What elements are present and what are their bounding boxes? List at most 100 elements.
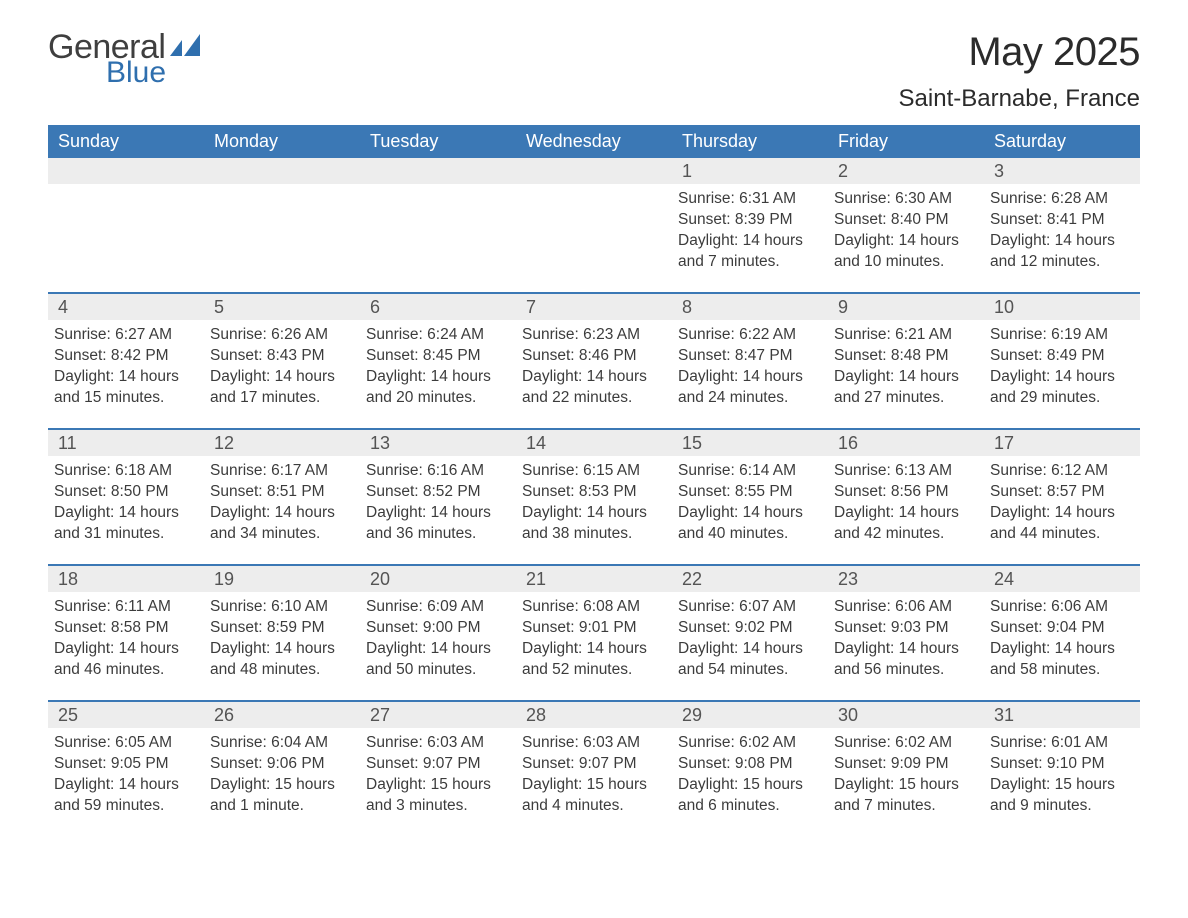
dow-cell: Saturday: [984, 125, 1140, 158]
daylight-line: Daylight: 14 hours and 20 minutes.: [366, 366, 510, 408]
brand-mark-icon: [170, 34, 204, 63]
sunset-line: Sunset: 8:41 PM: [990, 209, 1134, 230]
sunset-line: Sunset: 8:49 PM: [990, 345, 1134, 366]
day-cell: 29Sunrise: 6:02 AMSunset: 9:08 PMDayligh…: [672, 702, 828, 816]
daylight-line: Daylight: 15 hours and 6 minutes.: [678, 774, 822, 816]
day-cell: [360, 158, 516, 272]
day-number: 6: [360, 294, 516, 320]
daylight-line: Daylight: 14 hours and 15 minutes.: [54, 366, 198, 408]
daylight-line: Daylight: 14 hours and 48 minutes.: [210, 638, 354, 680]
day-content: Sunrise: 6:28 AMSunset: 8:41 PMDaylight:…: [984, 184, 1140, 272]
day-cell: 12Sunrise: 6:17 AMSunset: 8:51 PMDayligh…: [204, 430, 360, 544]
day-cell: 5Sunrise: 6:26 AMSunset: 8:43 PMDaylight…: [204, 294, 360, 408]
sunrise-line: Sunrise: 6:03 AM: [522, 732, 666, 753]
day-cell: 6 Sunrise: 6:24 AMSunset: 8:45 PMDaylight…: [360, 294, 516, 408]
day-content: Sunrise: 6:07 AMSunset: 9:02 PMDaylight:…: [672, 592, 828, 680]
sunrise-line: Sunrise: 6:05 AM: [54, 732, 198, 753]
daylight-line: Daylight: 14 hours and 56 minutes.: [834, 638, 978, 680]
daylight-line: Daylight: 15 hours and 7 minutes.: [834, 774, 978, 816]
day-number: 24: [984, 566, 1140, 592]
sunset-line: Sunset: 8:43 PM: [210, 345, 354, 366]
day-number: 31: [984, 702, 1140, 728]
brand-word2: Blue: [106, 58, 166, 88]
sunset-line: Sunset: 9:01 PM: [522, 617, 666, 638]
daylight-line: Daylight: 14 hours and 27 minutes.: [834, 366, 978, 408]
day-number: 28: [516, 702, 672, 728]
location-subtitle: Saint-Barnabe, France: [899, 85, 1140, 113]
dow-cell: Thursday: [672, 125, 828, 158]
day-number: 3: [984, 158, 1140, 184]
day-content: Sunrise: 6:05 AMSunset: 9:05 PMDaylight:…: [48, 728, 204, 816]
day-cell: 26Sunrise: 6:04 AMSunset: 9:06 PMDayligh…: [204, 702, 360, 816]
day-content: Sunrise: 6:16 AMSunset: 8:52 PMDaylight:…: [360, 456, 516, 544]
day-content: Sunrise: 6:17 AMSunset: 8:51 PMDaylight:…: [204, 456, 360, 544]
daylight-line: Daylight: 15 hours and 1 minute.: [210, 774, 354, 816]
header: General Blue May 2025 Saint-Barnabe, Fra…: [48, 30, 1140, 113]
day-number: 17: [984, 430, 1140, 456]
day-number: 19: [204, 566, 360, 592]
sunrise-line: Sunrise: 6:19 AM: [990, 324, 1134, 345]
sunset-line: Sunset: 8:45 PM: [366, 345, 510, 366]
sunset-line: Sunset: 9:08 PM: [678, 753, 822, 774]
sunset-line: Sunset: 8:51 PM: [210, 481, 354, 502]
sunrise-line: Sunrise: 6:24 AM: [366, 324, 510, 345]
sunset-line: Sunset: 8:46 PM: [522, 345, 666, 366]
day-content: Sunrise: 6:23 AMSunset: 8:46 PMDaylight:…: [516, 320, 672, 408]
day-number: 1: [672, 158, 828, 184]
sunset-line: Sunset: 9:06 PM: [210, 753, 354, 774]
day-number-empty: [360, 158, 516, 184]
day-number-empty: [204, 158, 360, 184]
day-cell: 18Sunrise: 6:11 AMSunset: 8:58 PMDayligh…: [48, 566, 204, 680]
sunset-line: Sunset: 8:56 PM: [834, 481, 978, 502]
day-cell: 24Sunrise: 6:06 AMSunset: 9:04 PMDayligh…: [984, 566, 1140, 680]
daylight-line: Daylight: 14 hours and 36 minutes.: [366, 502, 510, 544]
day-content: Sunrise: 6:04 AMSunset: 9:06 PMDaylight:…: [204, 728, 360, 816]
day-cell: [516, 158, 672, 272]
day-number: 8: [672, 294, 828, 320]
day-number: 12: [204, 430, 360, 456]
daylight-line: Daylight: 15 hours and 4 minutes.: [522, 774, 666, 816]
daylight-line: Daylight: 14 hours and 59 minutes.: [54, 774, 198, 816]
sunrise-line: Sunrise: 6:26 AM: [210, 324, 354, 345]
sunset-line: Sunset: 9:07 PM: [522, 753, 666, 774]
daylight-line: Daylight: 14 hours and 54 minutes.: [678, 638, 822, 680]
day-content: Sunrise: 6:13 AMSunset: 8:56 PMDaylight:…: [828, 456, 984, 544]
day-content: Sunrise: 6:12 AMSunset: 8:57 PMDaylight:…: [984, 456, 1140, 544]
day-cell: 16Sunrise: 6:13 AMSunset: 8:56 PMDayligh…: [828, 430, 984, 544]
sunrise-line: Sunrise: 6:01 AM: [990, 732, 1134, 753]
daylight-line: Daylight: 14 hours and 24 minutes.: [678, 366, 822, 408]
daylight-line: Daylight: 14 hours and 46 minutes.: [54, 638, 198, 680]
sunrise-line: Sunrise: 6:14 AM: [678, 460, 822, 481]
day-content: Sunrise: 6:19 AMSunset: 8:49 PMDaylight:…: [984, 320, 1140, 408]
sunrise-line: Sunrise: 6:23 AM: [522, 324, 666, 345]
daylight-line: Daylight: 14 hours and 42 minutes.: [834, 502, 978, 544]
day-content: Sunrise: 6:15 AMSunset: 8:53 PMDaylight:…: [516, 456, 672, 544]
sunset-line: Sunset: 9:07 PM: [366, 753, 510, 774]
day-content: Sunrise: 6:06 AMSunset: 9:03 PMDaylight:…: [828, 592, 984, 680]
daylight-line: Daylight: 14 hours and 40 minutes.: [678, 502, 822, 544]
day-cell: 1Sunrise: 6:31 AMSunset: 8:39 PMDaylight…: [672, 158, 828, 272]
day-number: 5: [204, 294, 360, 320]
sunrise-line: Sunrise: 6:11 AM: [54, 596, 198, 617]
daylight-line: Daylight: 15 hours and 3 minutes.: [366, 774, 510, 816]
day-content: Sunrise: 6:06 AMSunset: 9:04 PMDaylight:…: [984, 592, 1140, 680]
sunset-line: Sunset: 8:57 PM: [990, 481, 1134, 502]
daylight-line: Daylight: 14 hours and 31 minutes.: [54, 502, 198, 544]
day-cell: 11Sunrise: 6:18 AMSunset: 8:50 PMDayligh…: [48, 430, 204, 544]
daylight-line: Daylight: 14 hours and 38 minutes.: [522, 502, 666, 544]
day-number: 22: [672, 566, 828, 592]
sunset-line: Sunset: 8:53 PM: [522, 481, 666, 502]
sunrise-line: Sunrise: 6:21 AM: [834, 324, 978, 345]
daylight-line: Daylight: 14 hours and 12 minutes.: [990, 230, 1134, 272]
day-cell: 2Sunrise: 6:30 AMSunset: 8:40 PMDaylight…: [828, 158, 984, 272]
sunset-line: Sunset: 9:00 PM: [366, 617, 510, 638]
month-title: May 2025: [899, 30, 1140, 75]
sunset-line: Sunset: 8:40 PM: [834, 209, 978, 230]
sunrise-line: Sunrise: 6:13 AM: [834, 460, 978, 481]
day-cell: [204, 158, 360, 272]
day-number: 25: [48, 702, 204, 728]
day-number: 29: [672, 702, 828, 728]
day-content: Sunrise: 6:11 AMSunset: 8:58 PMDaylight:…: [48, 592, 204, 680]
sunrise-line: Sunrise: 6:08 AM: [522, 596, 666, 617]
sunset-line: Sunset: 9:04 PM: [990, 617, 1134, 638]
